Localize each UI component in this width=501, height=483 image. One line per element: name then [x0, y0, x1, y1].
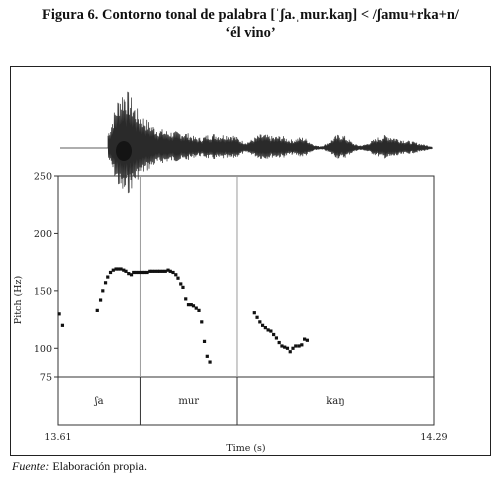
pitch-point: [197, 308, 201, 312]
pitch-point: [129, 273, 134, 277]
pitch-point: [57, 312, 61, 316]
pitch-point: [252, 311, 256, 315]
pitch-point: [163, 269, 167, 273]
pitch-point: [184, 297, 188, 301]
pitch-point: [171, 270, 175, 275]
pitch-point: [158, 269, 162, 273]
pitch-point: [274, 336, 279, 340]
pitch-point: [124, 269, 128, 273]
pitch-point: [101, 289, 105, 293]
pitch-point: [142, 270, 146, 275]
pitch-point: [145, 270, 149, 275]
pitch-point: [114, 267, 118, 271]
y-tick-label: 150: [34, 286, 52, 297]
pitch-point: [277, 340, 281, 345]
waveform-burst: [116, 141, 132, 161]
y-tick-label: 100: [34, 344, 52, 355]
syllable-label: mur: [178, 396, 199, 407]
pitch-point: [303, 337, 307, 341]
pitch-point: [122, 268, 126, 272]
pitch-point: [95, 308, 99, 312]
pitch-point: [280, 344, 284, 348]
pitch-point: [160, 269, 165, 273]
syllable-label: ʃa: [94, 396, 104, 407]
pitch-point: [260, 323, 265, 327]
pitch-point: [134, 270, 139, 275]
pitch-point: [174, 273, 178, 277]
waveform: [60, 91, 433, 194]
source-label: Fuente:: [12, 459, 50, 473]
pitch-point: [283, 345, 287, 349]
x-tick-start: 13.61: [44, 432, 71, 443]
pitch-point: [202, 339, 207, 343]
figure-subtitle: ‘él vino’: [225, 25, 276, 41]
pitch-point: [116, 267, 120, 271]
pitch-point: [106, 275, 110, 279]
x-tick-end: 14.29: [420, 432, 447, 443]
figure-frame: [10, 66, 491, 456]
pitch-point: [208, 360, 212, 364]
pitch-point: [291, 346, 295, 350]
y-tick-label: 75: [40, 373, 52, 384]
pitch-point: [294, 344, 298, 348]
source-text: Elaboración propia.: [49, 459, 147, 473]
figure-source: Fuente: Elaboración propia.: [12, 459, 147, 474]
pitch-point: [300, 343, 304, 347]
figure-caption: Figura 6. Contorno tonal de palabra [ˈʃa…: [0, 6, 501, 42]
figure-title: Figura 6. Contorno tonal de palabra [ˈʃa…: [42, 7, 459, 23]
pitch-point: [205, 354, 209, 358]
pitch-point: [288, 350, 292, 354]
pitch-point: [191, 304, 196, 308]
pitch-point: [176, 276, 180, 280]
pitch-point: [98, 298, 103, 302]
pitch-point: [186, 303, 191, 307]
pitch-point: [168, 269, 172, 273]
pitch-point: [272, 332, 276, 337]
y-axis-label: Pitch (Hz): [13, 276, 24, 324]
pitch-point: [305, 338, 309, 342]
pitch-point: [111, 268, 115, 272]
plot-area: [57, 175, 435, 426]
pitch-point: [297, 344, 301, 348]
y-tick-label: 200: [34, 229, 52, 240]
pitch-point: [194, 306, 198, 310]
pitch-point: [119, 267, 123, 271]
pitch-point: [269, 329, 273, 333]
y-tick-label: 250: [34, 172, 52, 183]
waveform-trace: [60, 91, 433, 194]
pitch-point: [103, 281, 108, 285]
pitch-point: [263, 326, 267, 330]
pitch-point: [255, 315, 259, 319]
syllable-label: kaŋ: [326, 396, 344, 407]
pitch-point: [200, 320, 204, 324]
pitch-point: [258, 320, 262, 324]
pitch-point: [137, 270, 141, 275]
pitch-point: [179, 282, 183, 286]
pitch-point: [148, 269, 152, 273]
pitch-point: [155, 269, 160, 273]
pitch-point: [153, 269, 157, 273]
pitch-point: [132, 270, 136, 275]
pitch-point: [140, 270, 144, 275]
pitch-point: [285, 346, 290, 350]
pitch-point: [266, 328, 270, 332]
pitch-point: [127, 272, 131, 276]
pitch-point: [60, 323, 65, 327]
pitch-point: [166, 268, 170, 272]
pitch-point: [150, 269, 154, 273]
pitch-point: [189, 303, 193, 307]
x-axis-label: Time (s): [226, 443, 265, 454]
pitch-point: [181, 285, 185, 290]
pitch-point: [108, 270, 113, 275]
